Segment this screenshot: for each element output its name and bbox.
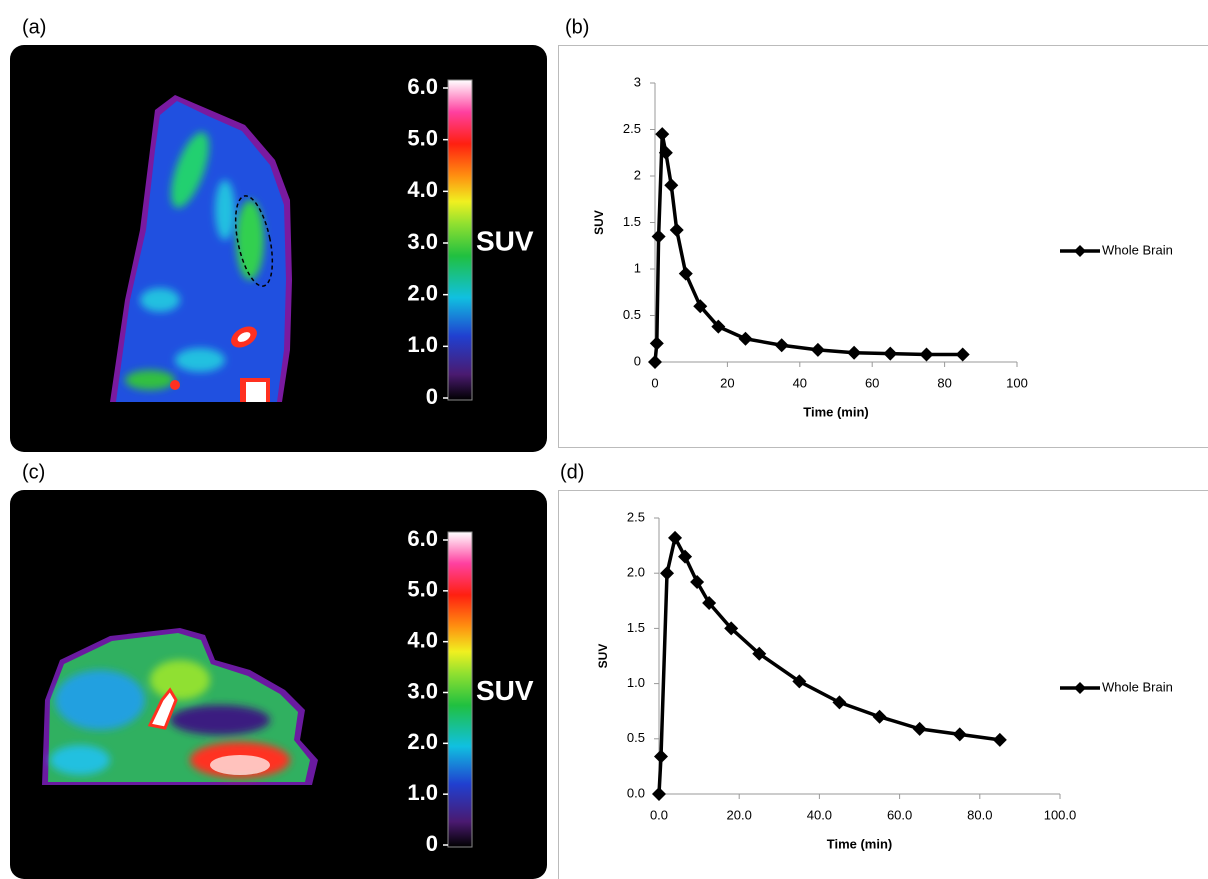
brain-sagittal [110,95,292,402]
data-point [651,229,666,244]
data-point [668,530,683,545]
panel-label: (b) [565,16,589,38]
y-tick-label: 1.0 [627,675,645,690]
legend-marker [1074,682,1086,694]
y-tick-label: 0.5 [623,307,641,322]
panel-label: (d) [560,461,584,483]
data-point [912,721,927,736]
y-tick-label: 0.5 [627,730,645,745]
y-axis-title: SUV [596,644,610,669]
data-point [832,695,847,710]
y-axis-title: SUV [592,210,606,235]
colorbar-tick-label: 6.0 [407,74,438,99]
data-point [872,709,887,724]
panel-label: (a) [22,16,46,38]
data-point [649,336,664,351]
x-axis-title: Time (min) [803,404,869,419]
data-point [664,178,679,193]
data-point [847,345,862,360]
data-point [702,596,717,611]
y-tick-label: 2.0 [627,565,645,580]
y-tick-label: 2.5 [623,121,641,136]
colorbar-tick-label: 5.0 [407,577,438,602]
x-tick-label: 60 [865,375,879,390]
colorbar-tick-label: 3.0 [407,678,438,703]
colorbar-tick-label: 0 [426,831,438,856]
data-point [955,347,970,362]
colorbar-tick-label: 4.0 [407,627,438,652]
brain-coronal [42,628,318,785]
data-point [658,145,673,160]
x-tick-label: 40 [793,375,807,390]
colorbar-tick-label: 0 [426,384,438,409]
colorbar-tick-label: 1.0 [407,332,438,357]
legend-label: Whole Brain [1102,242,1173,257]
colorbar-tick-label: 6.0 [407,526,438,551]
data-point [752,646,767,661]
x-tick-label: 80 [937,375,951,390]
colorbar [447,79,473,401]
data-point [678,549,693,564]
data-point [654,749,669,764]
colorbar-tick-label: 2.0 [407,729,438,754]
legend-marker [1074,245,1086,257]
colorbar-label: SUV [476,675,534,706]
x-tick-label: 40.0 [807,807,832,822]
data-point [652,787,666,801]
data-point [724,621,739,636]
data-point [883,346,898,361]
x-tick-label: 20 [720,375,734,390]
data-point [693,299,708,314]
colorbar-tick-label: 1.0 [407,780,438,805]
data-point [690,575,705,590]
data-point [660,566,675,581]
x-tick-label: 80.0 [967,807,992,822]
data-point [952,727,967,742]
colorbar-label: SUV [476,225,534,256]
x-tick-label: 60.0 [887,807,912,822]
data-point [711,319,726,334]
data-point [669,222,684,237]
data-point [774,338,789,353]
colorbar-tick-label: 3.0 [407,229,438,254]
colorbar-tick-label: 4.0 [407,177,438,202]
colorbar-tick-label: 2.0 [407,280,438,305]
y-tick-label: 0 [634,353,641,368]
y-tick-label: 1.5 [623,214,641,229]
data-point [919,347,934,362]
colorbar-tick-label: 5.0 [407,125,438,150]
data-point [738,331,753,346]
colorbar [447,531,473,848]
y-tick-label: 0.0 [627,785,645,800]
x-tick-label: 0 [651,375,658,390]
x-tick-label: 100.0 [1044,807,1077,822]
data-point [648,355,662,369]
legend-label: Whole Brain [1102,679,1173,694]
panel-label: (c) [22,461,45,483]
x-tick-label: 100 [1006,375,1028,390]
chart-frame [558,45,1208,448]
y-tick-label: 2.5 [627,509,645,524]
y-tick-label: 3 [634,74,641,89]
x-tick-label: 0.0 [650,807,668,822]
y-tick-label: 1.5 [627,620,645,635]
data-point [792,674,807,689]
data-point [992,732,1007,747]
data-point [678,266,693,281]
y-tick-label: 1 [634,260,641,275]
x-axis-title: Time (min) [827,836,893,851]
y-tick-label: 2 [634,167,641,182]
data-point [810,342,825,357]
data-point [655,127,670,142]
x-tick-label: 20.0 [727,807,752,822]
chart-frame [558,490,1208,879]
